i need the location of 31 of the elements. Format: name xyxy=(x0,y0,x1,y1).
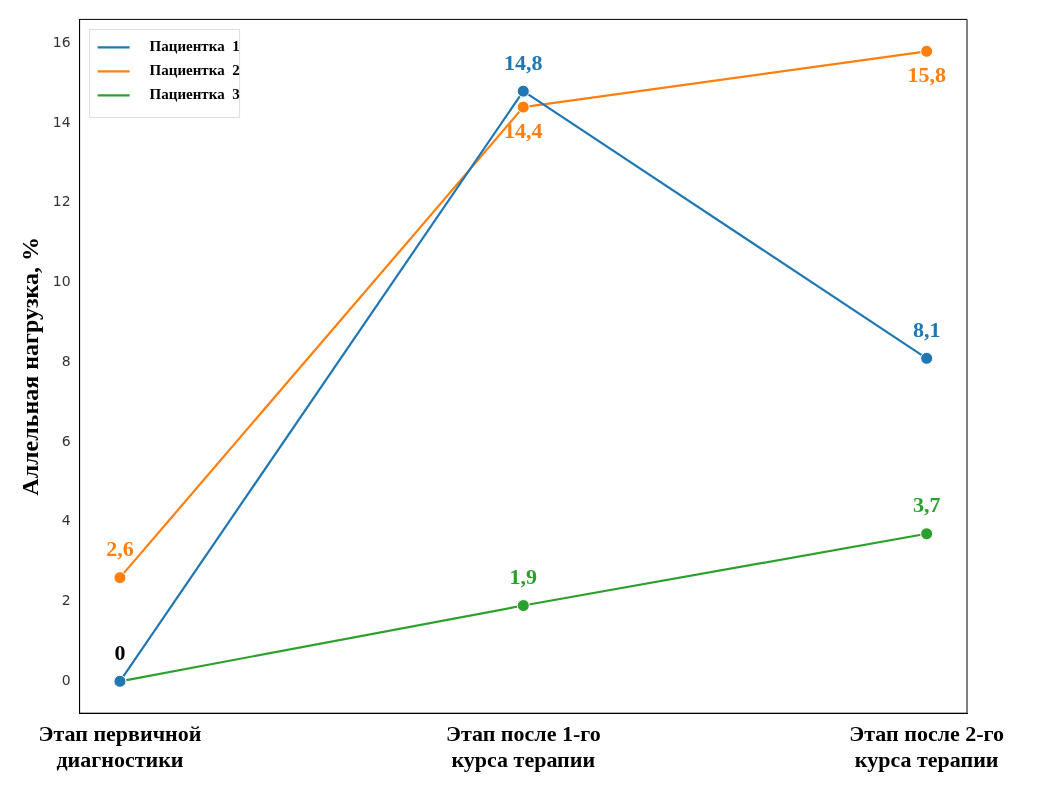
y-tick-label: 4 xyxy=(61,512,71,529)
data-label: 14,4 xyxy=(504,117,543,143)
data-label: 15,8 xyxy=(907,61,946,87)
y-tick-label: 16 xyxy=(52,33,71,50)
legend-label: Пациентка 1 xyxy=(149,38,240,55)
legend-label: Пациентка 3 xyxy=(149,86,240,103)
data-label: 8,1 xyxy=(912,317,941,343)
y-tick-label: 10 xyxy=(52,273,71,290)
data-label: 3,7 xyxy=(912,492,941,518)
y-tick-label: 6 xyxy=(61,432,71,449)
y-tick-label: 8 xyxy=(61,352,71,369)
point xyxy=(920,44,934,58)
y-tick-label: 2 xyxy=(61,592,71,609)
x-tick-label: Этап после 2-го курса терапии xyxy=(849,721,1005,773)
data-label: 1,9 xyxy=(509,564,538,590)
x-tick-label: Этап первичной диагностики xyxy=(38,721,202,773)
legend-label: Пациентка 2 xyxy=(149,62,240,79)
data-label: 2,6 xyxy=(106,536,134,562)
data-label: 14,8 xyxy=(504,49,543,75)
y-tick-label: 12 xyxy=(52,193,71,210)
y-axis-title: Аллельная нагрузка, % xyxy=(16,236,43,496)
point xyxy=(920,351,934,365)
y-tick-label: 14 xyxy=(52,113,71,130)
point xyxy=(516,100,530,114)
annotation: 0 xyxy=(114,639,126,665)
x-tick-label: Этап после 1-го курса терапии xyxy=(445,721,601,773)
y-tick-label: 0 xyxy=(61,671,71,688)
point xyxy=(516,599,530,613)
point xyxy=(516,84,530,98)
point xyxy=(113,571,127,585)
point xyxy=(920,527,934,541)
